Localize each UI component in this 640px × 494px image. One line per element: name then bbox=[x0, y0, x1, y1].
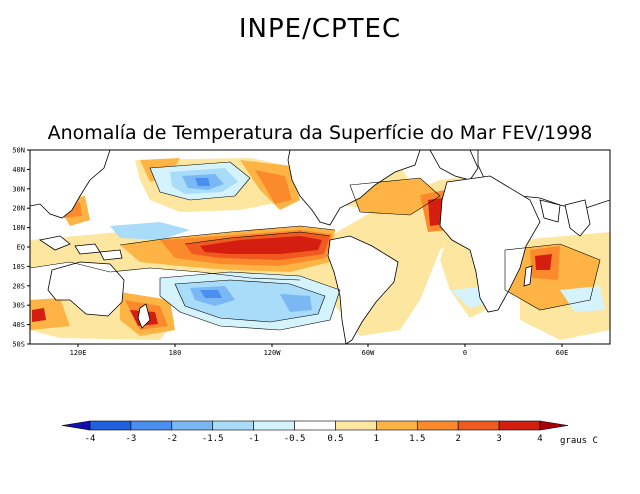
colorbar-label: -2 bbox=[166, 434, 177, 444]
colorbar-label: 3 bbox=[496, 434, 501, 444]
colorbar-label: 1 bbox=[374, 434, 379, 444]
lat-label-10n: 10N bbox=[12, 224, 25, 232]
colorbar-segment bbox=[335, 420, 377, 431]
lat-label-40n: 40N bbox=[12, 166, 25, 174]
colorbar-label: -0.5 bbox=[284, 434, 306, 444]
colorbar: -4 -3 -2 -1.5 -1 -0.5 0.5 1 1.5 2 3 4 bbox=[61, 420, 569, 444]
colorbar-unit: graus C bbox=[560, 436, 598, 446]
colorbar-label: -1.5 bbox=[202, 434, 224, 444]
colorbar-segment-min bbox=[61, 420, 91, 431]
lon-label-60w: 60W bbox=[362, 349, 375, 357]
lat-label-40s: 40S bbox=[12, 321, 25, 329]
colorbar-segment bbox=[294, 420, 336, 431]
colorbar-label: -4 bbox=[85, 434, 96, 444]
longitude-axis: 120E 180 120W 60W 0 60E bbox=[70, 344, 569, 357]
colorbar-segment bbox=[130, 420, 173, 431]
lon-label-0: 0 bbox=[463, 349, 467, 357]
lat-label-eq: EQ bbox=[17, 244, 25, 252]
colorbar-segment bbox=[416, 420, 459, 431]
colorbar-segment bbox=[457, 420, 500, 431]
colorbar-segment bbox=[212, 420, 254, 431]
lat-label-10s: 10S bbox=[12, 263, 25, 271]
lat-label-50s: 50S bbox=[12, 341, 25, 349]
colorbar-label: -1 bbox=[248, 434, 259, 444]
map-title: Anomalía de Temperatura da Superfície do… bbox=[47, 122, 593, 144]
colorbar-label: 1.5 bbox=[409, 434, 425, 444]
lat-label-50n: 50N bbox=[12, 147, 25, 155]
lon-label-120w: 120W bbox=[264, 349, 282, 357]
lat-label-30s: 30S bbox=[12, 302, 25, 310]
colorbar-label: 0.5 bbox=[327, 434, 343, 444]
cold-anomaly-regions bbox=[110, 162, 605, 330]
lon-label-180: 180 bbox=[169, 349, 182, 357]
colorbar-segment-max bbox=[539, 420, 569, 431]
colorbar-segment bbox=[89, 420, 132, 431]
colorbar-segment bbox=[498, 420, 541, 431]
colorbar-label: 2 bbox=[455, 434, 460, 444]
lat-label-30n: 30N bbox=[12, 185, 25, 193]
colorbar-segment bbox=[253, 420, 295, 431]
map-area bbox=[30, 150, 610, 344]
contour-lines bbox=[30, 161, 601, 331]
colorbar-label: 4 bbox=[537, 434, 542, 444]
colorbar-segment bbox=[171, 420, 214, 431]
colorbar-label: -3 bbox=[125, 434, 136, 444]
lon-label-120e: 120E bbox=[70, 349, 87, 357]
lon-label-60e: 60E bbox=[556, 349, 569, 357]
land-masses bbox=[30, 150, 610, 344]
latitude-axis: 50N 40N 30N 20N 10N EQ 10S 20S 30S 40S 5… bbox=[12, 147, 30, 349]
colorbar-segment bbox=[376, 420, 418, 431]
organization-title: INPE/CPTEC bbox=[238, 14, 402, 44]
lat-label-20s: 20S bbox=[12, 282, 25, 290]
lat-label-20n: 20N bbox=[12, 205, 25, 213]
